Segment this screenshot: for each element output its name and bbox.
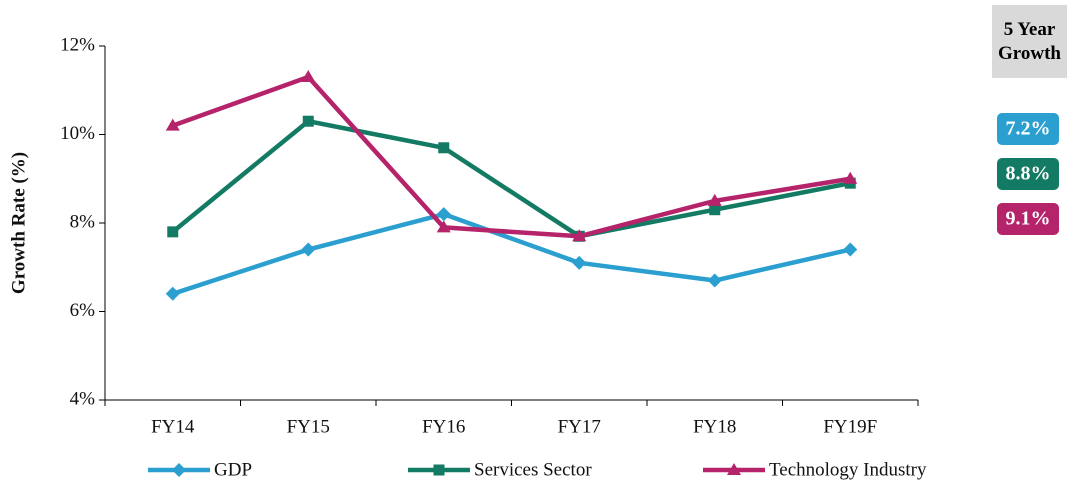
x-tick-label: FY16 xyxy=(422,416,465,437)
marker xyxy=(843,242,858,257)
y-tick-label: 12% xyxy=(60,34,95,55)
marker xyxy=(843,171,858,184)
y-axis-label: Growth Rate (%) xyxy=(8,152,29,294)
y-tick-label: 8% xyxy=(70,211,96,232)
marker xyxy=(438,142,450,154)
y-tick-label: 4% xyxy=(70,388,96,409)
marker xyxy=(572,229,587,242)
growth-label: 9.1% xyxy=(1006,208,1051,230)
marker xyxy=(707,273,722,288)
growth-header: 5 Year Growth xyxy=(992,5,1067,78)
marker xyxy=(709,204,721,216)
x-tick-label: FY17 xyxy=(558,416,601,437)
marker xyxy=(436,220,451,233)
growth-badge xyxy=(997,113,1059,145)
growth-label: 8.8% xyxy=(1006,163,1051,185)
legend-label: GDP xyxy=(214,459,252,480)
x-tick-label: FY18 xyxy=(693,416,736,437)
y-tick-label: 10% xyxy=(60,123,95,144)
marker xyxy=(436,207,451,222)
legend-label: Services Sector xyxy=(474,459,592,480)
growth-badge xyxy=(997,203,1059,235)
marker xyxy=(572,255,587,270)
series-line xyxy=(172,211,851,296)
series-line xyxy=(171,74,851,239)
marker xyxy=(301,69,316,82)
growth-badge xyxy=(997,158,1059,190)
marker xyxy=(433,464,445,476)
x-tick-label: FY15 xyxy=(287,416,330,437)
y-tick-label: 6% xyxy=(70,300,96,321)
marker xyxy=(302,115,314,127)
marker xyxy=(165,286,180,301)
marker xyxy=(167,226,179,238)
marker xyxy=(172,463,186,477)
marker xyxy=(165,118,180,131)
legend-label: Technology Industry xyxy=(769,459,927,480)
x-tick-label: FY14 xyxy=(151,416,195,437)
marker xyxy=(301,242,316,257)
marker xyxy=(707,193,722,206)
series-line xyxy=(171,118,851,239)
marker xyxy=(727,463,741,475)
x-tick-label: FY19F xyxy=(823,416,877,437)
growth-label: 7.2% xyxy=(1006,118,1051,140)
